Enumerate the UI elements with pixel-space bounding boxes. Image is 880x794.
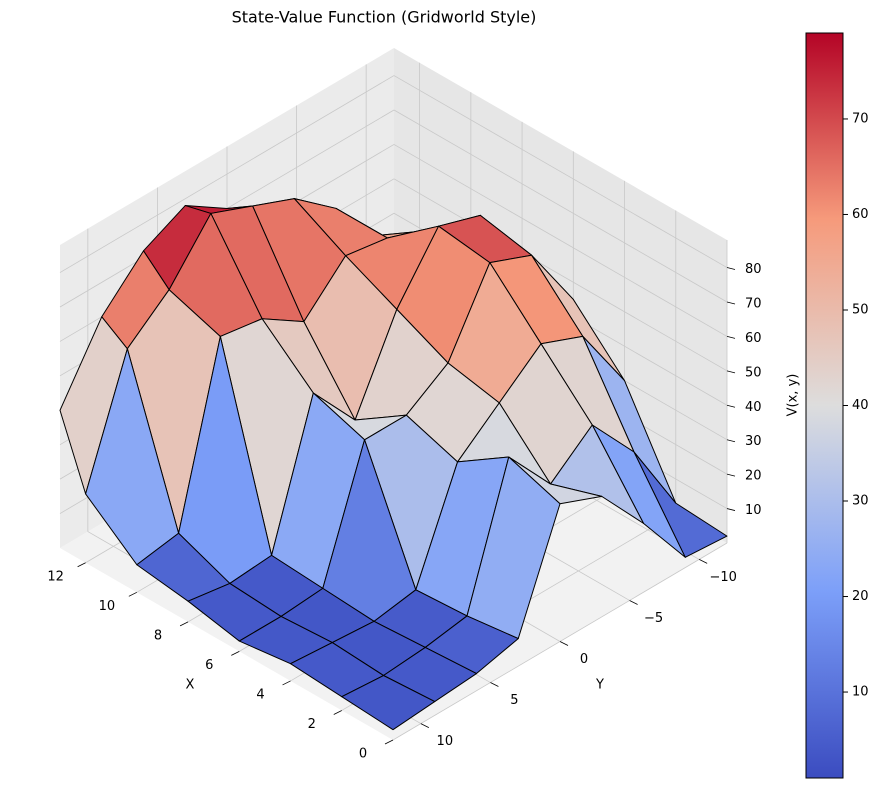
x-axis-label: X <box>186 678 195 693</box>
z-tick-label: 50 <box>745 365 762 380</box>
tick-mark <box>128 591 138 597</box>
z-tick-label: 10 <box>745 503 762 518</box>
z-axis-label: V(x, y) <box>786 374 801 417</box>
z-tick-label: 70 <box>745 296 762 311</box>
tick-mark <box>698 559 708 564</box>
grid-line <box>393 109 728 303</box>
tick-mark <box>726 404 736 408</box>
colorbar-tick-label: 70 <box>852 111 869 126</box>
grid-line <box>393 144 728 337</box>
colorbar-tick-label: 10 <box>852 685 869 700</box>
grid-line <box>393 75 728 268</box>
tick-mark <box>384 739 394 745</box>
x-tick-label: 0 <box>359 747 367 762</box>
tick-mark <box>726 473 736 477</box>
chart-title: State-Value Function (Gridworld Style) <box>232 8 537 27</box>
z-tick-label: 20 <box>745 469 762 484</box>
y-tick-label: 0 <box>580 652 588 667</box>
tick-mark <box>726 267 736 270</box>
y-tick-label: −5 <box>644 611 663 626</box>
x-tick-label: 12 <box>47 569 64 584</box>
z-tick-label: 60 <box>745 331 762 346</box>
tick-mark <box>231 651 240 656</box>
tick-mark <box>333 710 342 715</box>
surface-facet <box>341 675 436 731</box>
tick-mark <box>726 370 736 374</box>
colorbar-tick-label: 50 <box>852 302 869 317</box>
tick-mark <box>726 508 736 511</box>
colorbar <box>805 32 844 779</box>
y-tick-label: −10 <box>709 570 736 585</box>
tick-mark <box>726 439 736 443</box>
x-tick-label: 6 <box>205 658 213 673</box>
x-tick-label: 2 <box>308 717 316 732</box>
y-axis-label: Y <box>595 678 604 693</box>
tick-mark <box>420 723 430 728</box>
z-tick-label: 80 <box>745 262 762 277</box>
grid-line <box>59 75 395 273</box>
colorbar-tick-label: 40 <box>852 398 869 413</box>
z-tick-label: 40 <box>745 400 762 415</box>
grid-line <box>393 178 728 372</box>
x-tick-label: 8 <box>154 628 162 643</box>
tick-mark <box>282 680 291 686</box>
tick-mark <box>179 621 189 627</box>
tick-mark <box>726 336 736 339</box>
x-tick-label: 4 <box>256 687 264 702</box>
colorbar-tick-label: 60 <box>852 207 869 222</box>
tick-mark <box>629 600 638 605</box>
y-tick-label: 5 <box>510 693 518 708</box>
colorbar-tick-label: 20 <box>852 589 869 604</box>
tick-mark <box>490 682 499 687</box>
z-tick-label: 30 <box>745 434 762 449</box>
tick-mark <box>726 301 736 305</box>
x-tick-label: 10 <box>99 599 116 614</box>
y-tick-label: 10 <box>437 734 454 749</box>
colorbar-tick-label: 30 <box>852 494 869 509</box>
tick-mark <box>559 641 569 646</box>
tick-mark <box>77 562 86 568</box>
